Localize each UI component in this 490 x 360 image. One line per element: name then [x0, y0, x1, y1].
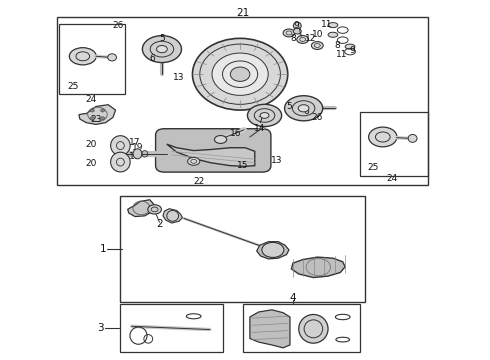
Ellipse shape — [345, 44, 355, 49]
Ellipse shape — [408, 134, 417, 142]
Text: 9: 9 — [350, 46, 355, 55]
Text: 24: 24 — [386, 174, 397, 183]
Ellipse shape — [294, 22, 301, 30]
Text: 13: 13 — [271, 156, 283, 165]
Text: 25: 25 — [368, 163, 379, 172]
Bar — [57, 17, 428, 185]
Text: 26: 26 — [312, 113, 323, 122]
Text: 24: 24 — [85, 95, 97, 104]
Polygon shape — [257, 242, 289, 259]
Polygon shape — [292, 257, 345, 278]
Text: 8: 8 — [290, 34, 296, 43]
Polygon shape — [250, 310, 290, 348]
Ellipse shape — [260, 113, 269, 118]
Ellipse shape — [247, 104, 282, 127]
Ellipse shape — [90, 109, 94, 112]
Ellipse shape — [111, 136, 130, 156]
Text: 18: 18 — [129, 152, 141, 161]
Ellipse shape — [212, 53, 268, 95]
Ellipse shape — [193, 39, 288, 110]
Ellipse shape — [100, 109, 104, 112]
Bar — [243, 304, 360, 352]
Ellipse shape — [262, 242, 284, 257]
Ellipse shape — [285, 96, 323, 121]
Text: 4: 4 — [290, 293, 296, 303]
FancyBboxPatch shape — [156, 129, 271, 172]
Text: 22: 22 — [193, 177, 204, 186]
Ellipse shape — [133, 149, 142, 159]
Bar — [59, 24, 125, 94]
Polygon shape — [163, 209, 182, 223]
Text: 5: 5 — [159, 34, 165, 43]
Text: 20: 20 — [85, 140, 97, 149]
Ellipse shape — [328, 23, 338, 28]
Ellipse shape — [298, 105, 309, 112]
Text: 10: 10 — [312, 30, 323, 39]
Bar — [360, 112, 428, 176]
Text: 26: 26 — [112, 21, 123, 30]
Ellipse shape — [294, 28, 301, 34]
Ellipse shape — [299, 315, 328, 343]
Ellipse shape — [111, 152, 130, 172]
Ellipse shape — [108, 54, 117, 61]
Text: 2: 2 — [156, 219, 163, 229]
Bar — [121, 304, 223, 352]
Ellipse shape — [90, 117, 94, 120]
Ellipse shape — [312, 41, 323, 49]
Text: 14: 14 — [254, 123, 266, 132]
Ellipse shape — [70, 48, 96, 65]
Ellipse shape — [283, 29, 295, 37]
Text: 1: 1 — [100, 244, 107, 254]
Text: 20: 20 — [85, 159, 97, 168]
Ellipse shape — [157, 45, 167, 53]
Text: 3: 3 — [98, 323, 104, 333]
Polygon shape — [167, 144, 255, 166]
Ellipse shape — [215, 135, 227, 143]
Text: 8: 8 — [334, 41, 340, 50]
Polygon shape — [79, 105, 116, 125]
Ellipse shape — [167, 211, 178, 221]
Text: 11: 11 — [321, 19, 333, 28]
Text: 5: 5 — [286, 102, 292, 111]
Bar — [121, 196, 365, 302]
Text: 23: 23 — [90, 114, 101, 123]
Text: 7: 7 — [257, 116, 263, 125]
Ellipse shape — [230, 67, 250, 81]
Text: –: – — [109, 244, 115, 254]
Text: 11: 11 — [336, 50, 347, 59]
Ellipse shape — [297, 36, 309, 43]
Ellipse shape — [188, 157, 200, 165]
Text: 17: 17 — [129, 138, 141, 147]
Text: 21: 21 — [236, 8, 249, 18]
Ellipse shape — [148, 205, 161, 214]
Polygon shape — [128, 200, 155, 217]
Text: 15: 15 — [237, 161, 248, 170]
Text: 6: 6 — [303, 107, 309, 116]
Ellipse shape — [100, 117, 104, 120]
Text: 12: 12 — [305, 34, 317, 43]
Ellipse shape — [328, 32, 338, 37]
Ellipse shape — [143, 36, 181, 63]
Text: 25: 25 — [67, 82, 79, 91]
Ellipse shape — [368, 127, 397, 147]
Text: 19: 19 — [132, 143, 143, 152]
Text: –: – — [107, 323, 113, 333]
Text: 16: 16 — [229, 129, 241, 138]
Text: 13: 13 — [173, 73, 185, 82]
Text: 9: 9 — [294, 21, 299, 30]
Text: 6: 6 — [149, 54, 155, 63]
